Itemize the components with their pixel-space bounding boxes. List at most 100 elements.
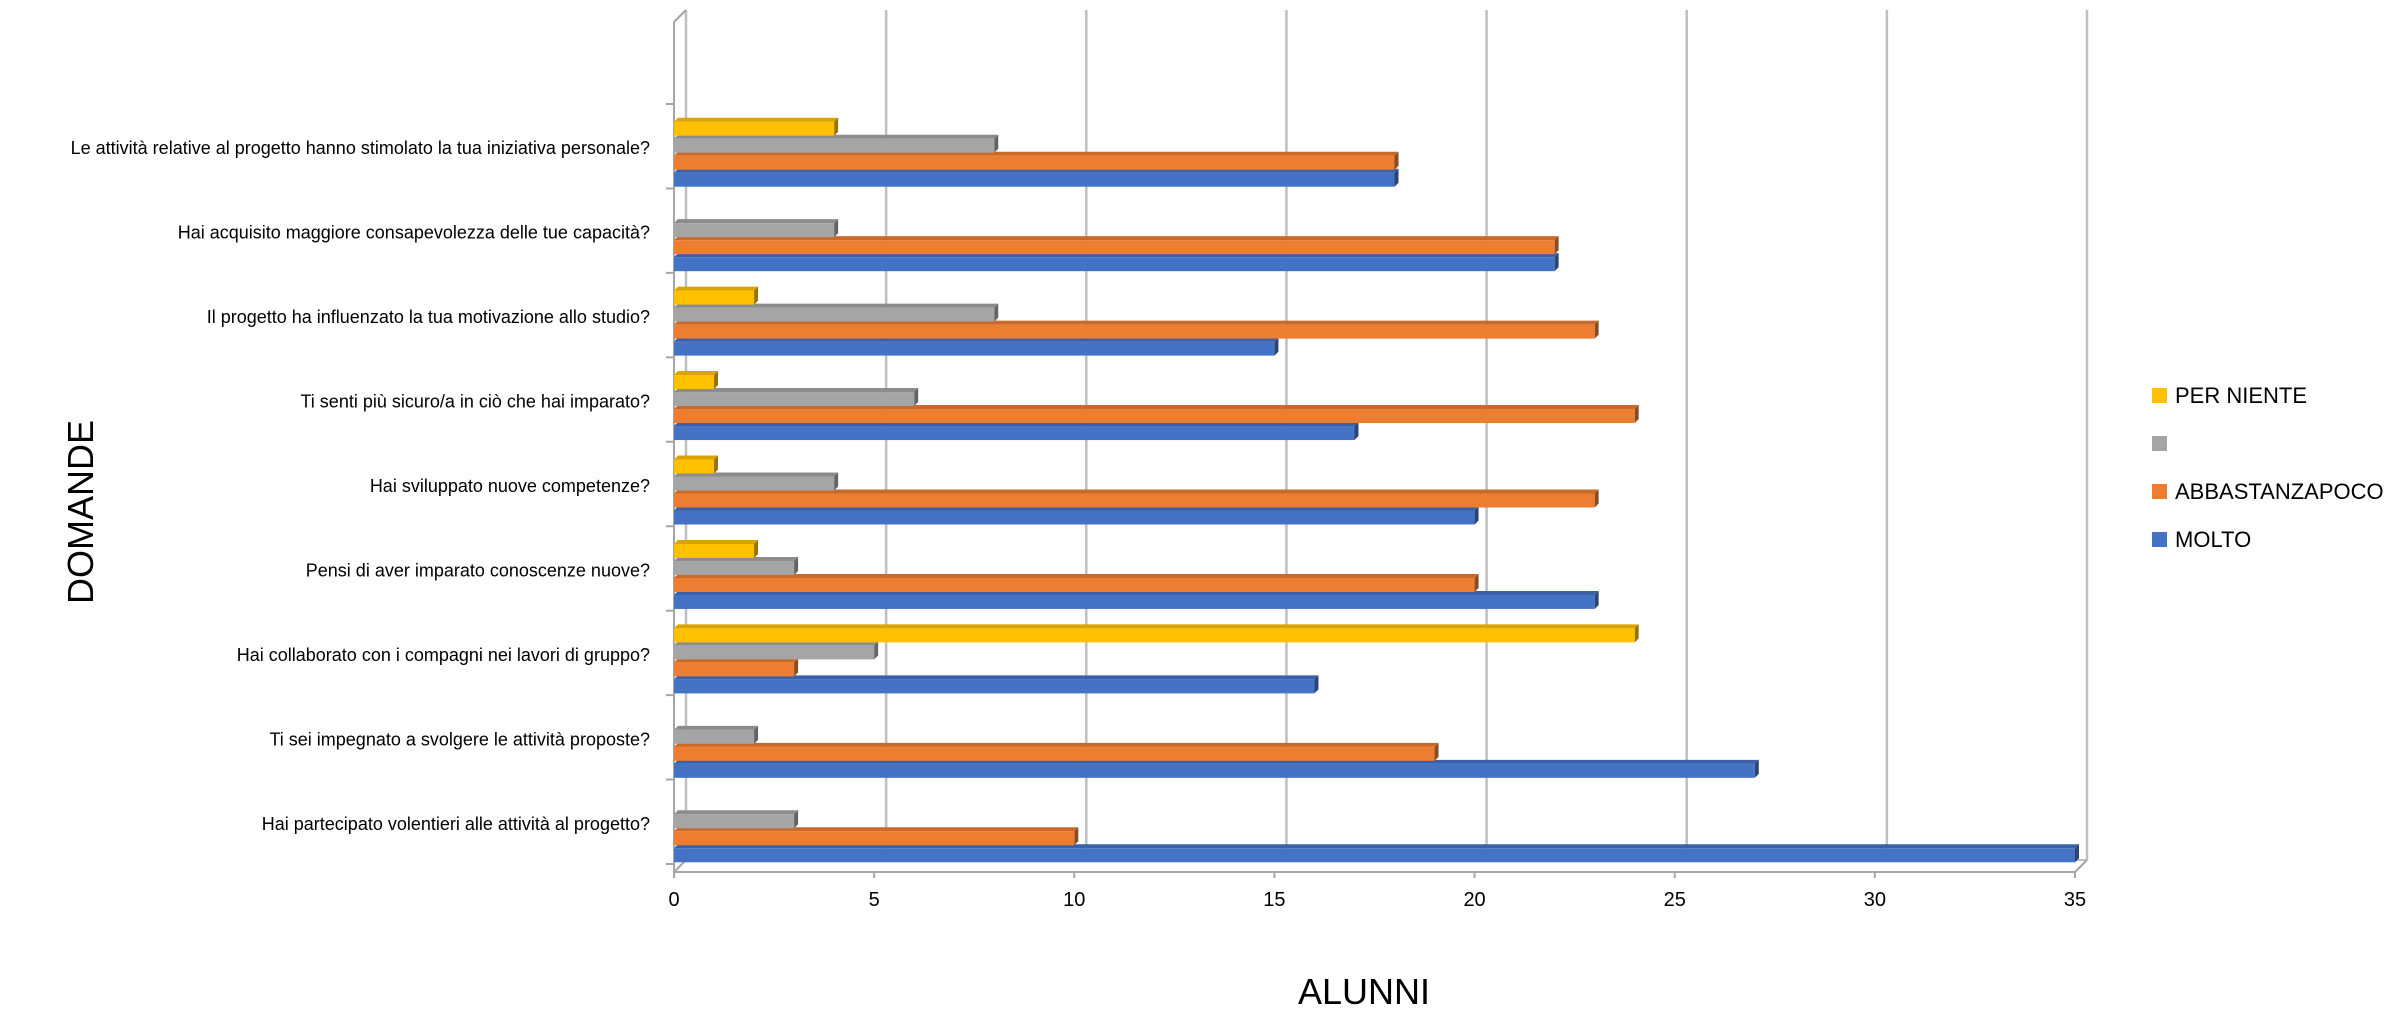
depth-edge (2074, 859, 2088, 873)
bar-side-face (994, 303, 999, 322)
bar (674, 307, 995, 322)
x-tick-label: 10 (1063, 889, 1085, 911)
bar-side-face (754, 725, 759, 744)
x-tick-label: 25 (1664, 889, 1686, 911)
bar-top-face (674, 388, 919, 393)
x-tick-label: 0 (668, 889, 679, 911)
x-tick-label: 15 (1263, 889, 1285, 911)
bar-top-face (674, 573, 1479, 578)
bar-side-face (914, 388, 919, 407)
bar (674, 409, 1635, 424)
category-label: Hai partecipato volentieri alle attività… (262, 814, 650, 834)
bar-top-face (674, 286, 759, 291)
x-tick-label: 35 (2064, 889, 2086, 911)
bar-top-face (674, 810, 799, 815)
category-label: Il progetto ha influenzato la tua motiva… (207, 307, 650, 327)
bar-top-face (674, 472, 839, 477)
bar-top-face (674, 371, 719, 376)
bar-side-face (2075, 844, 2079, 863)
bar-top-face (674, 219, 839, 224)
bar (674, 121, 835, 136)
bar-top-face (674, 624, 1639, 629)
category-label: Ti senti più sicuro/a in ciò che hai imp… (300, 392, 650, 412)
bar (674, 510, 1475, 525)
category-label: Hai sviluppato nuove competenze? (370, 476, 650, 496)
category-label: Ti sei impegnato a svolgere le attività … (269, 729, 650, 749)
bar-top-face (674, 455, 719, 460)
bar (674, 560, 795, 575)
bar (674, 628, 1635, 643)
bar (674, 831, 1075, 846)
bars (674, 117, 2079, 863)
bar (674, 662, 795, 677)
bar-side-face (714, 371, 719, 390)
x-axis-title: ALUNNI (1298, 971, 1430, 1009)
bar (674, 594, 1595, 609)
legend-swatch (2152, 436, 2167, 451)
bar-side-face (794, 556, 799, 575)
bar (674, 543, 755, 558)
x-tick-labels: 0 5 10 15 20 25 30 35 (668, 889, 2086, 911)
x-tick-label: 30 (1864, 889, 1886, 911)
bar (674, 138, 995, 153)
bar-top-face (674, 405, 1639, 410)
bar-side-face (794, 658, 799, 677)
x-tick-label: 20 (1463, 889, 1485, 911)
category-labels: Hai partecipato volentieri alle attività… (71, 138, 650, 834)
bar (674, 324, 1595, 339)
bar-side-face (1554, 253, 1559, 272)
bar (674, 746, 1435, 761)
bar (674, 341, 1275, 356)
bar-top-face (674, 117, 839, 122)
bar (674, 814, 795, 829)
bar-side-face (754, 286, 759, 305)
bar-side-face (794, 810, 799, 829)
bar (674, 155, 1395, 170)
bar-top-face (674, 489, 1599, 494)
legend-swatch (2152, 532, 2167, 547)
bar-top-face (674, 539, 759, 544)
bar-side-face (1554, 236, 1559, 255)
bar-side-face (1634, 405, 1639, 424)
legend-label: PER NIENTE (2175, 383, 2307, 408)
bar (674, 493, 1595, 508)
legend-swatch (2152, 388, 2167, 403)
bar (674, 172, 1395, 187)
bar (674, 679, 1315, 694)
category-label: Le attività relative al progetto hanno s… (71, 138, 650, 158)
bar-side-face (1274, 337, 1279, 356)
category-label: Hai collaborato con i compagni nei lavor… (237, 645, 650, 665)
bar-side-face (1394, 151, 1399, 170)
bar-side-face (1474, 573, 1479, 592)
bar (674, 375, 715, 390)
bar-side-face (1074, 827, 1079, 846)
legend-swatch (2152, 484, 2167, 499)
bar (674, 257, 1555, 272)
bar-side-face (874, 641, 879, 660)
bar-side-face (1594, 489, 1599, 508)
bar-side-face (754, 539, 759, 558)
y-axis-title: DOMANDE (60, 420, 101, 604)
bar (674, 763, 1755, 778)
bar-side-face (1314, 675, 1319, 694)
category-label: Pensi di aver imparato conoscenze nuove? (306, 560, 650, 580)
bar-side-face (1594, 590, 1599, 609)
bar-side-face (834, 472, 839, 491)
bar-side-face (1354, 422, 1359, 441)
legend-label: ABBASTANZAPOCO (2175, 479, 2384, 504)
bar (674, 848, 2075, 863)
bar (674, 223, 835, 238)
bar-side-face (994, 134, 999, 153)
bar (674, 729, 755, 744)
bar-side-face (714, 455, 719, 474)
bar (674, 476, 835, 491)
bar-top-face (674, 725, 759, 730)
legend-label: MOLTO (2175, 527, 2251, 552)
bar-side-face (1394, 168, 1399, 187)
bar-side-face (1434, 742, 1439, 761)
bar (674, 645, 875, 660)
bar-side-face (1634, 624, 1639, 643)
bar-side-face (1594, 320, 1599, 339)
